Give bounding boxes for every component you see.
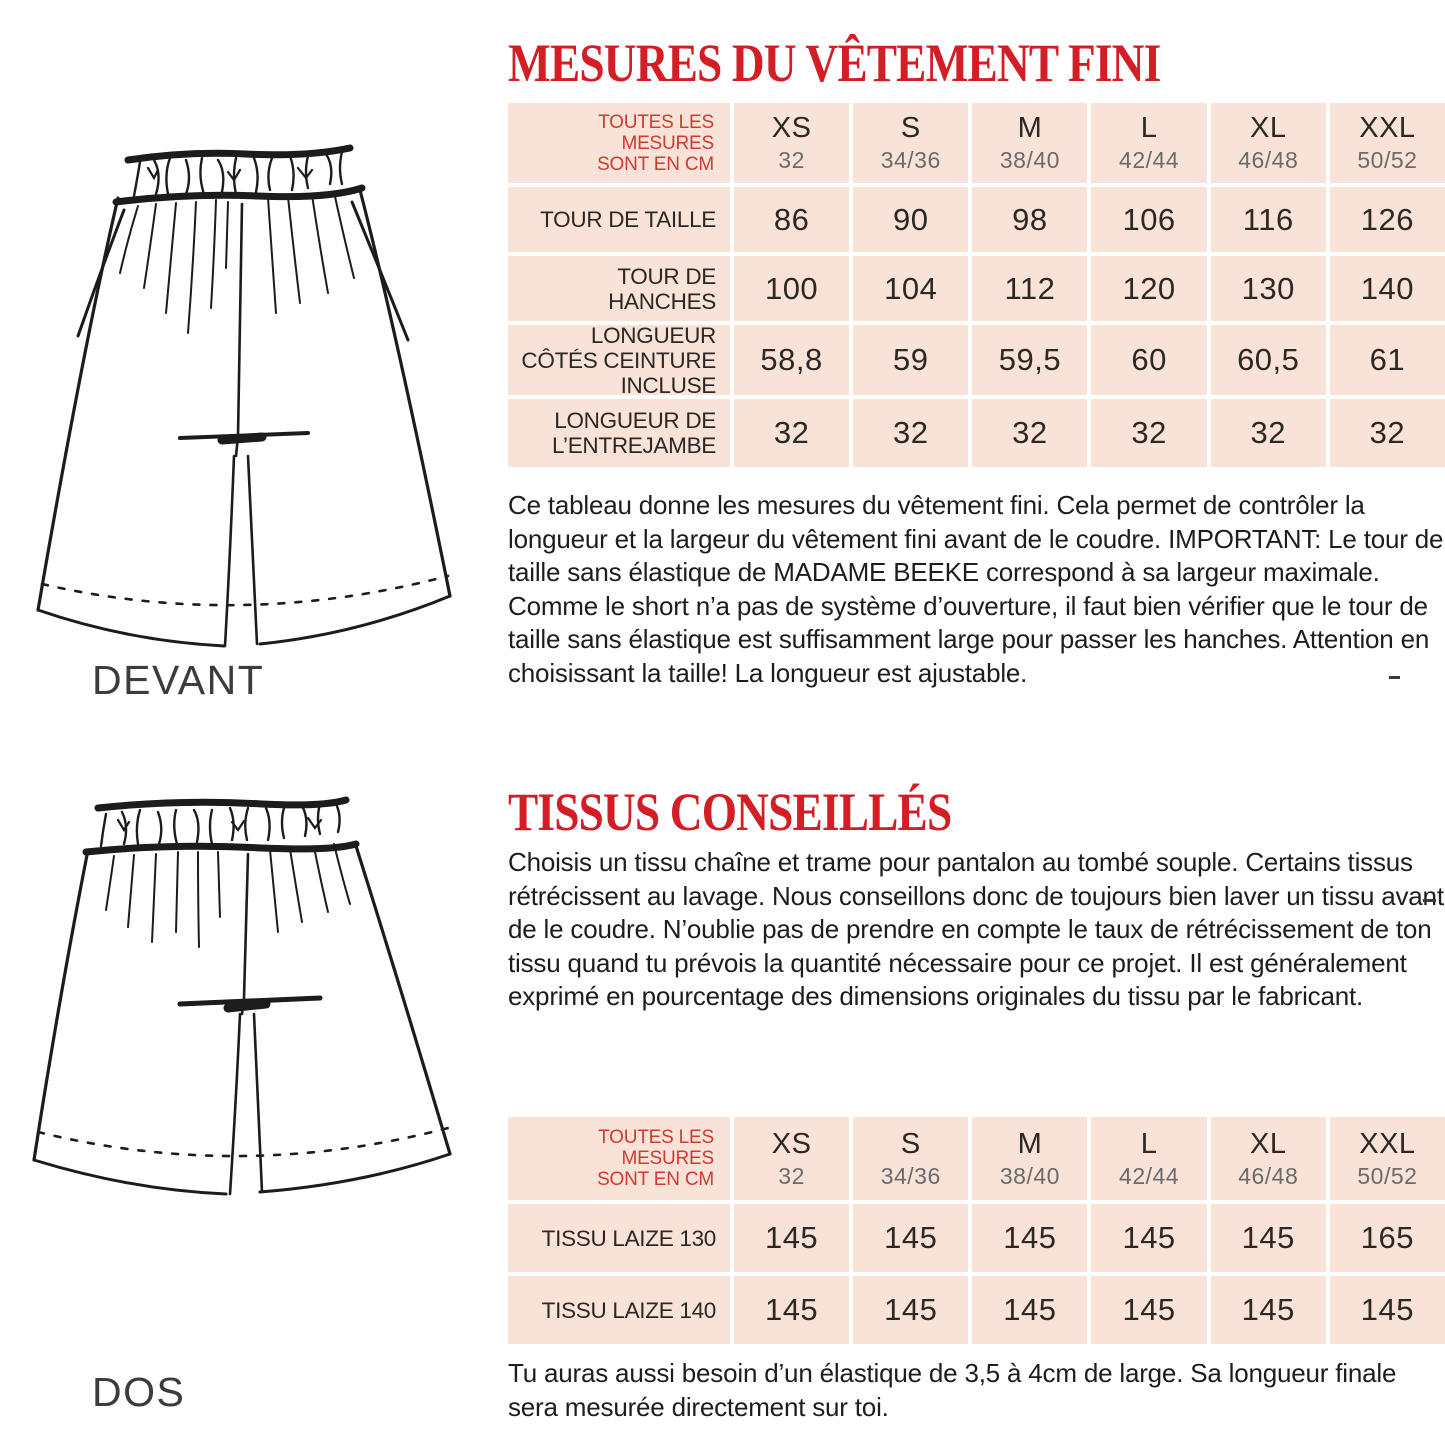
table-cell: 145 — [1210, 1204, 1326, 1272]
table-cell: 165 — [1329, 1204, 1445, 1272]
front-view-label: DEVANT — [92, 657, 265, 703]
fabric-requirements-table: TOUTES LES MESURES SONT EN CM XS 32 S 34… — [508, 1117, 1445, 1344]
row-label-inseam: LONGUEUR DE L’ENTREJAMBE — [508, 399, 730, 467]
table-cell: 98 — [972, 187, 1088, 252]
fabrics-explanation-paragraph: Choisis un tissu chaîne et trame pour pa… — [508, 847, 1444, 1011]
table-cell: 145 — [972, 1276, 1088, 1344]
row-label-side-length: LONGUEUR CÔTÉS CEINTURE INCLUSE — [508, 323, 730, 398]
measures-explanation-paragraph: Ce tableau donne les mesures du vêtement… — [508, 490, 1444, 688]
table-cell: 59 — [853, 325, 969, 395]
table-cell: 145 — [853, 1204, 969, 1272]
table-cell: 145 — [734, 1276, 850, 1344]
table-cell: 32 — [853, 399, 969, 467]
elastic-note-paragraph: Tu auras aussi besoin d’un élastique de … — [508, 1358, 1397, 1422]
size-column-header-s: S 34/36 — [853, 1117, 969, 1200]
table-cell: 145 — [972, 1204, 1088, 1272]
table-cell: 130 — [1210, 256, 1326, 321]
table-cell: 32 — [972, 399, 1088, 467]
table-cell: 86 — [734, 187, 850, 252]
size-column-header-xs: XS 32 — [734, 103, 850, 183]
table-cell: 32 — [734, 399, 850, 467]
shorts-back-technical-drawing — [32, 796, 452, 1196]
table-cell: 145 — [1329, 1276, 1445, 1344]
size-column-header-xl: XL 46/48 — [1210, 103, 1326, 183]
size-column-header-xxl: XXL 50/52 — [1329, 103, 1445, 183]
size-column-header-xl: XL 46/48 — [1210, 1117, 1326, 1200]
row-label-waist: TOUR DE TAILLE — [508, 187, 730, 252]
table-cell: 100 — [734, 256, 850, 321]
size-column-header-s: S 34/36 — [853, 103, 969, 183]
table-corner-cell: TOUTES LES MESURES SONT EN CM — [508, 1117, 730, 1200]
table-cell: 140 — [1329, 256, 1445, 321]
table-cell: 112 — [972, 256, 1088, 321]
table-cell: 106 — [1091, 187, 1207, 252]
table-cell: 120 — [1091, 256, 1207, 321]
table-cell: 61 — [1329, 325, 1445, 395]
size-column-header-m: M 38/40 — [972, 103, 1088, 183]
table-cell: 60 — [1091, 325, 1207, 395]
units-note: TOUTES LES MESURES SONT EN CM — [597, 111, 714, 175]
table-cell: 32 — [1091, 399, 1207, 467]
section-title-recommended-fabrics: TISSUS CONSEILLÉS — [508, 782, 952, 842]
stray-ink-mark — [1423, 899, 1436, 902]
table-cell: 145 — [1091, 1276, 1207, 1344]
table-cell: 90 — [853, 187, 969, 252]
row-label-fabric-width-140: TISSU LAIZE 140 — [508, 1276, 730, 1344]
row-label-fabric-width-130: TISSU LAIZE 130 — [508, 1204, 730, 1272]
units-note: TOUTES LES MESURES SONT EN CM — [597, 1127, 714, 1190]
table-cell: 32 — [1210, 399, 1326, 467]
table-cell: 58,8 — [734, 325, 850, 395]
table-cell: 145 — [1091, 1204, 1207, 1272]
size-column-header-l: L 42/44 — [1091, 103, 1207, 183]
row-label-hips: TOUR DE HANCHES — [508, 256, 730, 321]
table-cell: 59,5 — [972, 325, 1088, 395]
stray-ink-mark — [1389, 676, 1400, 679]
size-column-header-xs: XS 32 — [734, 1117, 850, 1200]
table-cell: 60,5 — [1210, 325, 1326, 395]
table-cell: 116 — [1210, 187, 1326, 252]
size-column-header-m: M 38/40 — [972, 1117, 1088, 1200]
table-cell: 104 — [853, 256, 969, 321]
table-cell: 126 — [1329, 187, 1445, 252]
size-column-header-xxl: XXL 50/52 — [1329, 1117, 1445, 1200]
table-cell: 145 — [1210, 1276, 1326, 1344]
finished-measurements-table: TOUTES LES MESURES SONT EN CM XS 32 S 34… — [508, 103, 1445, 467]
shorts-front-technical-drawing — [36, 144, 452, 648]
back-view-label: DOS — [92, 1369, 186, 1415]
table-cell: 145 — [734, 1204, 850, 1272]
table-cell: 32 — [1329, 399, 1445, 467]
section-title-finished-garment-measures: MESURES DU VÊTEMENT FINI — [508, 33, 1161, 93]
table-cell: 145 — [853, 1276, 969, 1344]
size-column-header-l: L 42/44 — [1091, 1117, 1207, 1200]
table-corner-cell: TOUTES LES MESURES SONT EN CM — [508, 103, 730, 183]
